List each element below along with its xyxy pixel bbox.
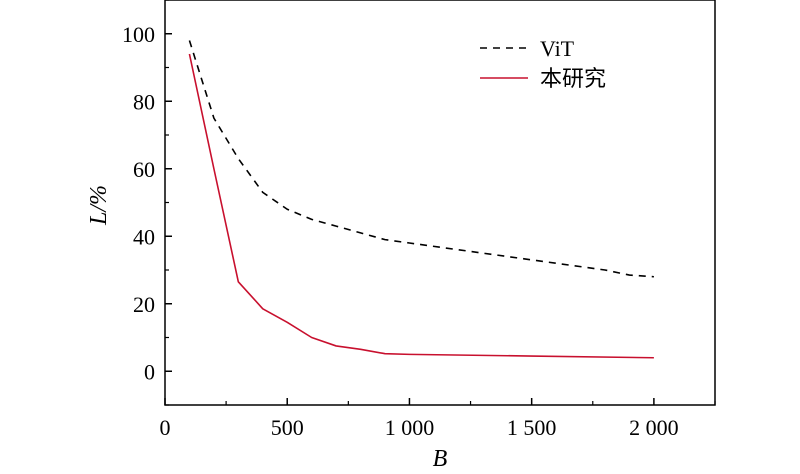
legend-label-vit: ViT	[540, 36, 575, 61]
x-tick-label: 1 000	[385, 415, 435, 440]
x-tick-label: 1 500	[507, 415, 557, 440]
x-axis-label: B	[433, 446, 448, 472]
plot-frame	[164, 0, 716, 406]
x-tick-label: 500	[271, 415, 304, 440]
y-tick-label: 0	[144, 359, 155, 384]
y-tick-label: 20	[133, 292, 155, 317]
y-tick-label: 40	[133, 224, 155, 249]
legend-label-this-study: 本研究	[540, 66, 606, 91]
x-tick-label: 2 000	[629, 415, 679, 440]
legend: ViT 本研究	[480, 36, 606, 91]
y-tick-label: 100	[122, 22, 155, 47]
y-axis-ticks: 0 20 40 60 80 100	[122, 0, 172, 406]
y-axis-label: L/%	[86, 185, 112, 226]
y-tick-label: 80	[133, 89, 155, 114]
x-axis-ticks: 0 500 1 000 1 500 2 000	[160, 398, 716, 440]
y-tick-label: 60	[133, 157, 155, 182]
x-tick-label: 0	[160, 415, 171, 440]
series-layer	[188, 40, 654, 359]
series-line-vit	[188, 40, 654, 278]
series-line-this-study	[188, 53, 654, 359]
